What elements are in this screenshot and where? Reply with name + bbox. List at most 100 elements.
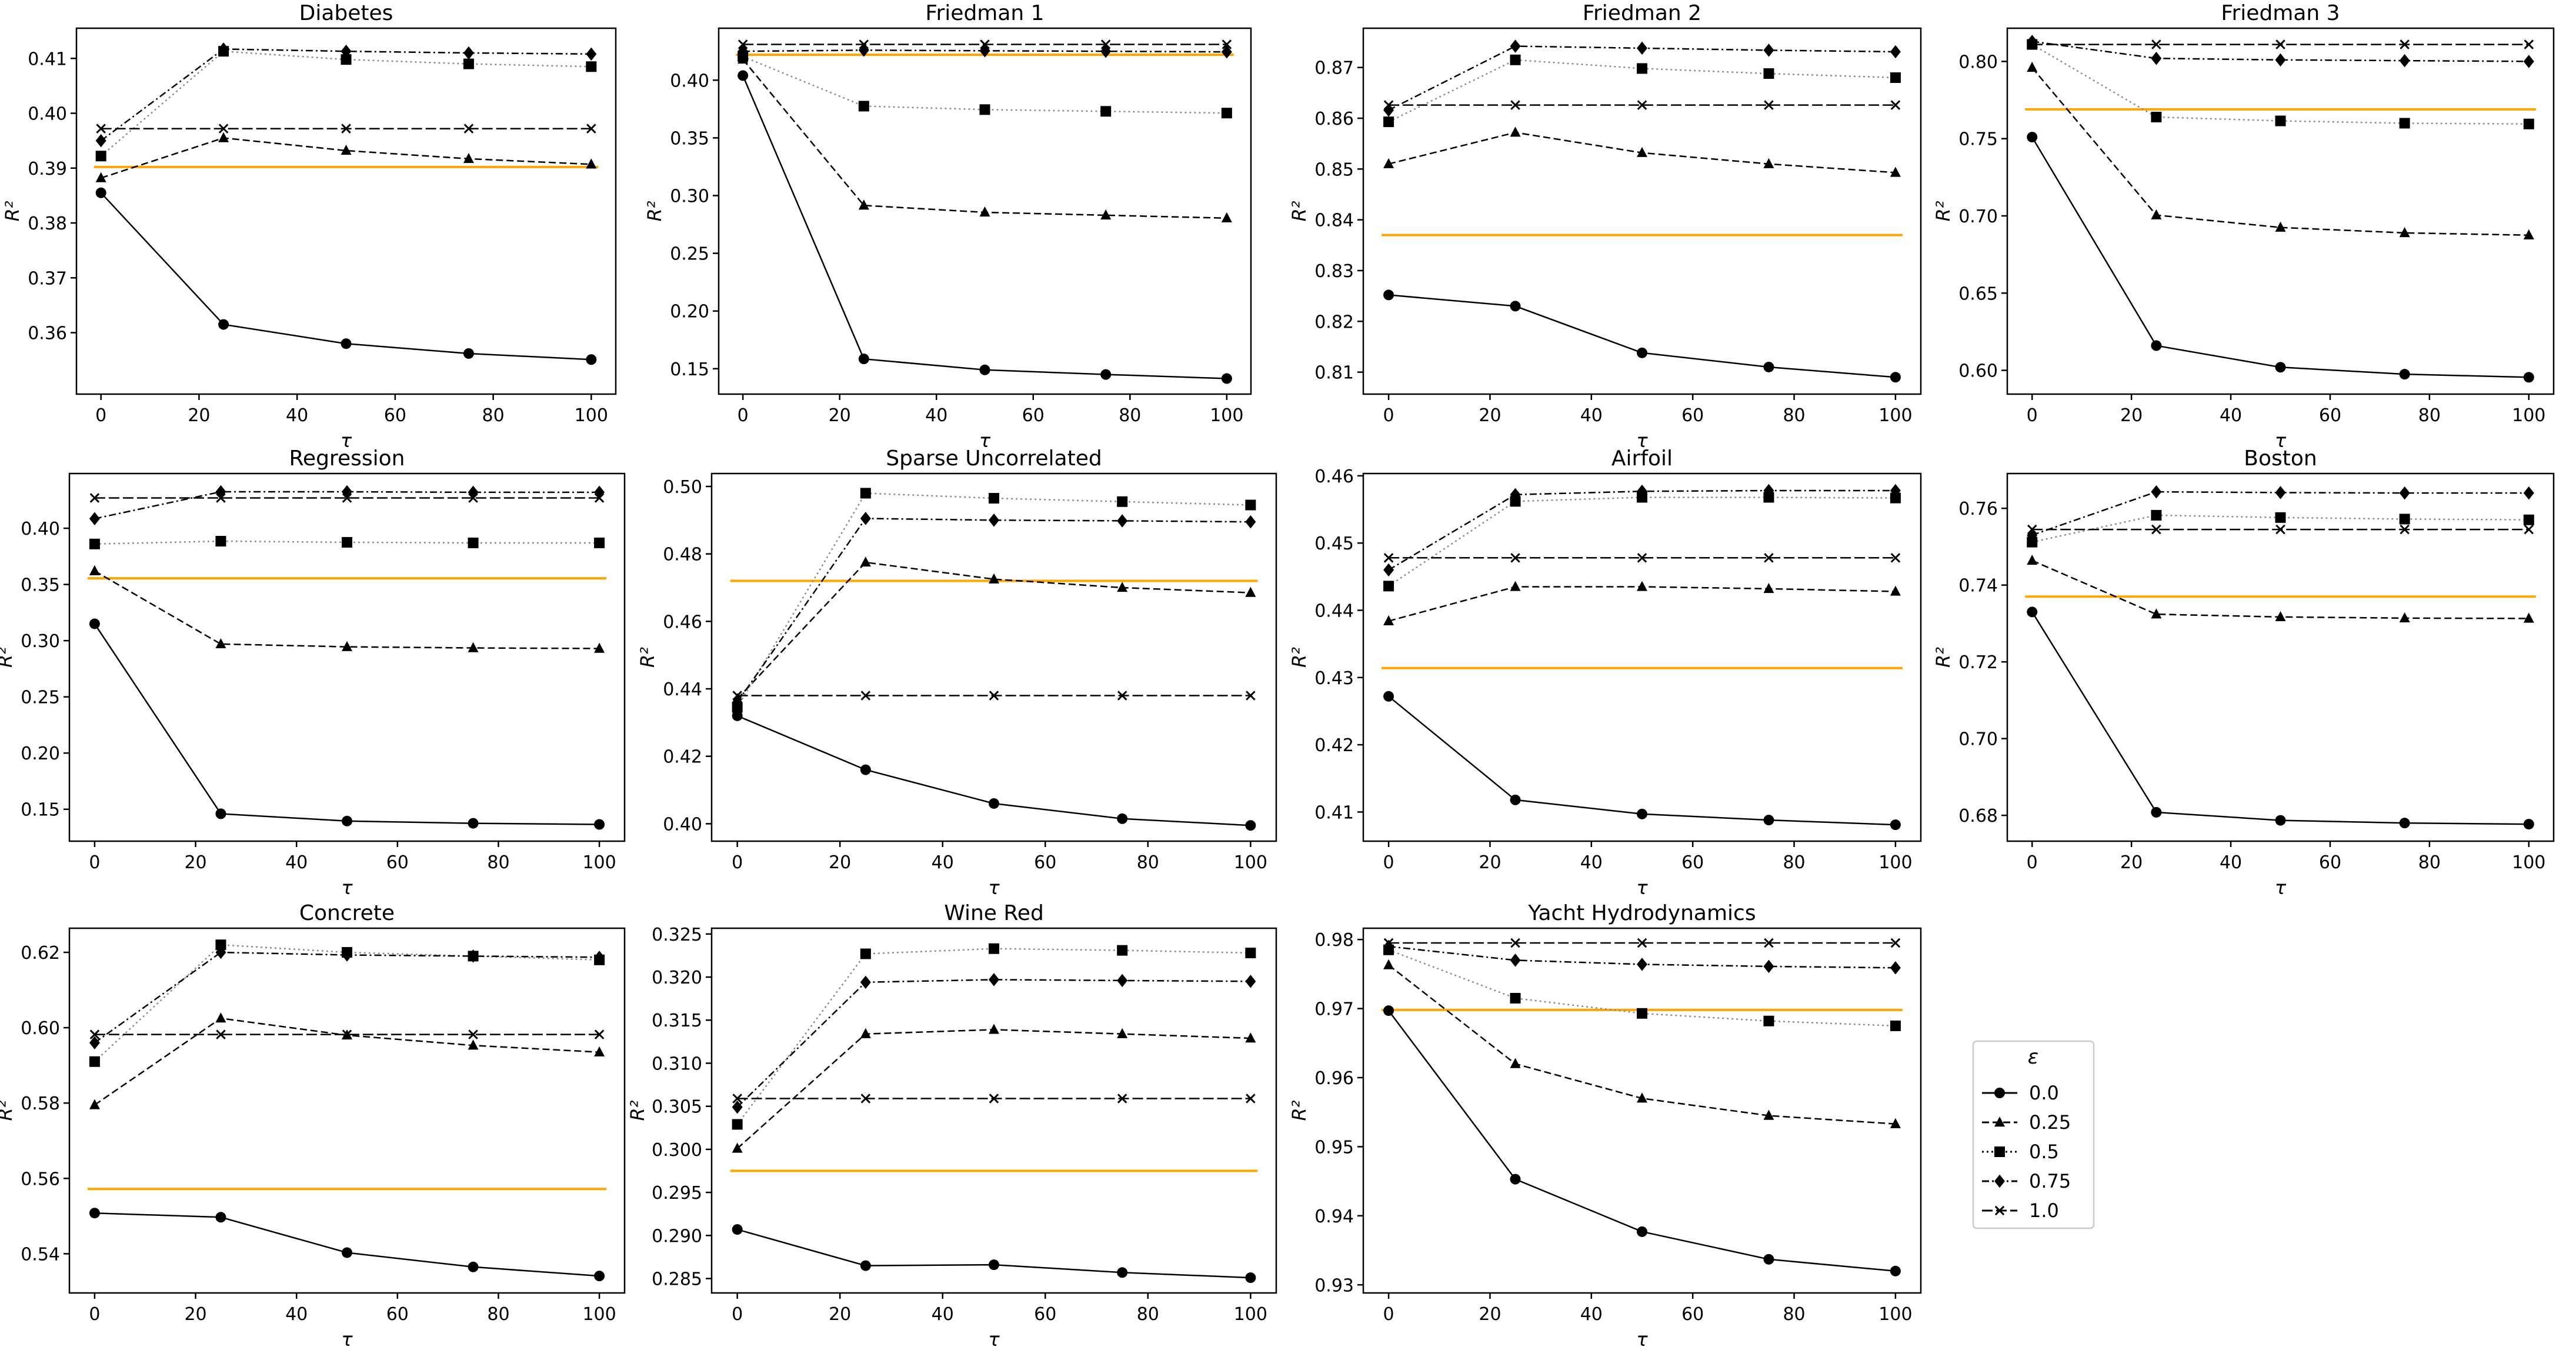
data-point — [1510, 100, 1520, 110]
data-point — [468, 1029, 478, 1039]
data-point — [1383, 553, 1394, 563]
data-point — [1383, 581, 1394, 592]
data-point — [1510, 301, 1521, 312]
data-point — [2027, 132, 2038, 143]
y-tick-label: 0.86 — [1314, 109, 1354, 129]
x-tick-label: 40 — [285, 1304, 308, 1325]
data-point — [2399, 514, 2410, 525]
data-point — [1117, 974, 1128, 988]
x-tick-label: 40 — [925, 405, 947, 426]
x-tick-label: 40 — [285, 852, 308, 873]
series-eps-0-75 — [1383, 39, 1901, 117]
data-point — [2027, 62, 2038, 72]
series-line — [1388, 489, 1896, 571]
y-tick-label: 0.325 — [652, 925, 702, 945]
x-tick-label: 40 — [1580, 852, 1603, 873]
legend-label: 1.0 — [2029, 1199, 2059, 1222]
data-point — [215, 939, 226, 951]
data-point — [1221, 108, 1232, 119]
series-eps-0-25 — [89, 565, 605, 653]
data-point — [89, 1036, 100, 1049]
data-point — [1637, 41, 1647, 55]
y-tick-label: 0.60 — [21, 1018, 60, 1039]
y-tick-label: 0.20 — [21, 744, 60, 764]
y-tick-label: 0.285 — [652, 1269, 702, 1290]
series-eps-0-5 — [1383, 54, 1901, 128]
data-point — [1637, 63, 1647, 74]
data-point — [1383, 691, 1394, 702]
data-point — [1117, 496, 1128, 507]
x-tick-label: 20 — [184, 852, 206, 873]
data-point — [1117, 1267, 1128, 1278]
y-tick-label: 0.94 — [1314, 1206, 1354, 1227]
y-tick-label: 0.15 — [21, 800, 60, 821]
y-tick-label: 0.60 — [1958, 361, 1998, 382]
x-tick-label: 80 — [1119, 405, 1141, 426]
x-tick-label: 60 — [1022, 405, 1045, 426]
data-point — [1510, 794, 1521, 805]
y-tick-label: 0.43 — [1314, 668, 1354, 689]
data-point — [2399, 226, 2410, 238]
y-tick-label: 0.65 — [1958, 284, 1998, 304]
series-eps-0-75 — [732, 512, 1256, 709]
series-eps-0-75 — [2027, 35, 2534, 68]
series-eps-0-75 — [1383, 484, 1901, 577]
y-tick-label: 0.82 — [1314, 312, 1354, 332]
series-line — [736, 561, 1251, 700]
data-point — [1510, 496, 1521, 507]
data-point — [2523, 514, 2534, 525]
y-tick-label: 0.93 — [1314, 1275, 1354, 1296]
data-point — [1117, 1094, 1127, 1104]
data-point — [342, 641, 352, 651]
series-eps-0-0 — [732, 1224, 1256, 1284]
y-axis-label: R² — [1288, 201, 1310, 221]
data-point — [989, 493, 999, 504]
data-point — [1763, 959, 1774, 974]
data-point — [1245, 820, 1256, 831]
data-point — [1221, 212, 1232, 222]
x-tick-label: 60 — [384, 405, 406, 426]
data-point — [1637, 938, 1647, 948]
y-axis-label: R² — [1288, 1100, 1310, 1121]
data-point — [468, 1039, 479, 1050]
axes-frame — [1362, 927, 1922, 1294]
y-tick-label: 0.310 — [652, 1054, 702, 1074]
x-tick-label: 60 — [1681, 852, 1704, 873]
data-point — [860, 691, 871, 701]
data-point — [468, 818, 479, 829]
axes-frame — [710, 927, 1277, 1294]
data-point — [89, 618, 100, 629]
data-point — [594, 493, 605, 503]
y-tick-label: 0.35 — [670, 128, 709, 149]
x-tick-label: 20 — [2120, 852, 2143, 873]
series-eps-1-0 — [1383, 100, 1901, 110]
axes-frame — [718, 27, 1252, 395]
x-tick-label: 60 — [1034, 852, 1056, 873]
data-point — [1890, 166, 1901, 177]
data-point — [1890, 100, 1901, 110]
data-point — [2275, 815, 2286, 826]
y-tick-label: 0.98 — [1314, 930, 1354, 951]
data-point — [1764, 100, 1774, 110]
x-tick-label: 20 — [1479, 852, 1501, 873]
data-point — [1890, 819, 1901, 831]
x-tick-label: 20 — [829, 852, 851, 873]
data-point — [2523, 118, 2534, 129]
y-tick-label: 0.44 — [1314, 601, 1354, 621]
data-point — [95, 187, 106, 198]
data-point — [2151, 485, 2162, 499]
data-point — [2027, 524, 2037, 535]
y-tick-label: 0.46 — [663, 612, 702, 632]
y-tick-label: 0.38 — [28, 214, 67, 234]
data-point — [1383, 959, 1394, 969]
y-tick-label: 0.68 — [1958, 806, 1998, 826]
y-tick-label: 0.42 — [1314, 735, 1354, 756]
data-point — [2400, 524, 2410, 535]
data-point — [2400, 39, 2410, 49]
y-axis-label: R² — [643, 201, 666, 221]
y-tick-label: 0.81 — [1314, 363, 1354, 384]
data-point — [463, 153, 474, 164]
series-eps-1-0 — [96, 124, 596, 134]
data-point — [463, 124, 474, 134]
